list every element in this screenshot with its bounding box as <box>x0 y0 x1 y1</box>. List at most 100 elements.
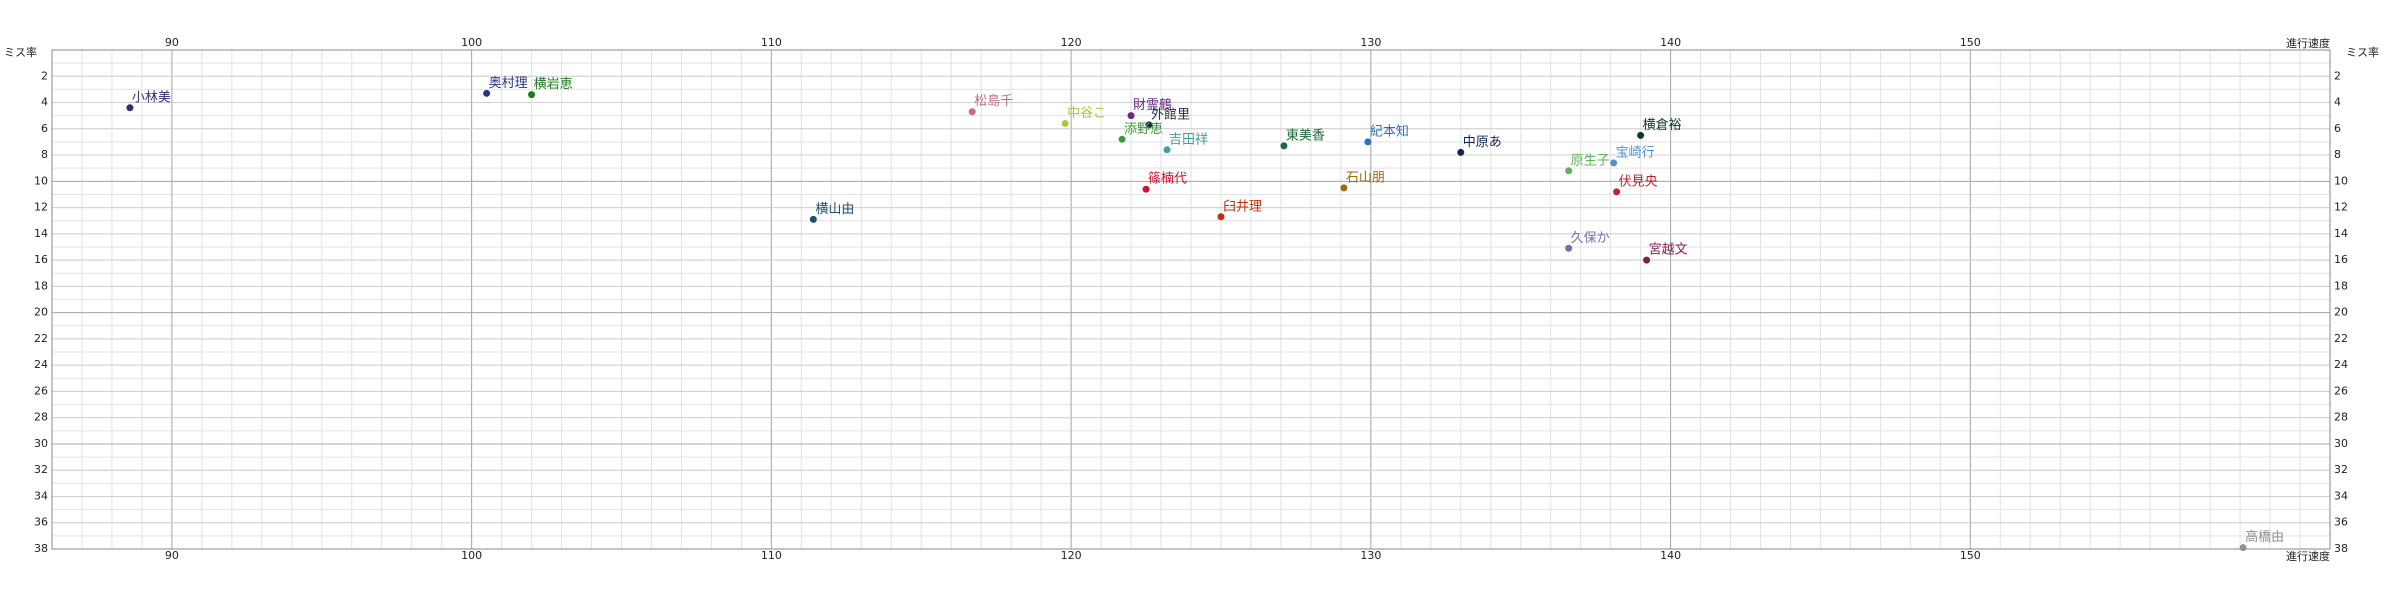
point-label: 外館里 <box>1151 107 1190 122</box>
x-tick-label: 110 <box>761 549 782 562</box>
data-point <box>1127 112 1135 120</box>
data-point <box>809 215 817 223</box>
x-tick-label: 120 <box>1061 36 1082 49</box>
x-tick-label: 130 <box>1360 36 1381 49</box>
y-tick-label: 8 <box>41 148 48 161</box>
data-point <box>1565 244 1573 252</box>
y-tick-label: 14 <box>2334 227 2348 240</box>
data-point <box>1613 188 1621 196</box>
point-label: 宝崎行 <box>1616 145 1655 160</box>
y-tick-label: 28 <box>34 411 48 424</box>
data-point <box>2239 544 2247 552</box>
point-label: 久保か <box>1571 231 1610 246</box>
x-tick-label: 110 <box>761 36 782 49</box>
y-tick-label: 36 <box>2334 516 2348 529</box>
y-tick-label: 16 <box>2334 253 2348 266</box>
y-tick-label: 12 <box>34 201 48 214</box>
y-tick-label: 22 <box>34 332 48 345</box>
point-label: 紀本知 <box>1370 123 1409 139</box>
x-axis-label-top: 進行速度 <box>2286 36 2330 50</box>
y-tick-label: 36 <box>34 516 48 529</box>
data-point <box>1118 135 1126 143</box>
x-tick-label: 90 <box>165 36 179 49</box>
point-label: 財霊鶴 <box>1133 97 1172 113</box>
data-point <box>1280 142 1288 150</box>
data-point <box>1163 146 1171 154</box>
y-tick-label: 20 <box>2334 306 2348 319</box>
x-tick-label: 140 <box>1660 36 1681 49</box>
point-label: 横岩恵 <box>534 77 573 92</box>
x-tick-label: 140 <box>1660 549 1681 562</box>
data-point <box>528 91 536 99</box>
y-tick-label: 34 <box>34 489 48 502</box>
y-tick-label: 20 <box>34 306 48 319</box>
point-label: 篠楠代 <box>1148 172 1187 187</box>
data-point <box>1142 185 1150 193</box>
y-tick-label: 18 <box>34 279 48 292</box>
point-label: 添野恵 <box>1124 122 1163 137</box>
y-tick-label: 28 <box>2334 411 2348 424</box>
point-label: 伏見央 <box>1619 174 1658 189</box>
data-point <box>1565 167 1573 175</box>
plot-border <box>51 49 2331 550</box>
y-tick-label: 26 <box>34 384 48 397</box>
data-point <box>1145 121 1153 129</box>
y-tick-label: 10 <box>2334 174 2348 187</box>
data-point <box>968 108 976 116</box>
y-tick-label: 26 <box>2334 384 2348 397</box>
y-tick-label: 30 <box>2334 437 2348 450</box>
x-tick-label: 100 <box>461 36 482 49</box>
y-tick-label: 16 <box>34 253 48 266</box>
x-tick-label: 130 <box>1360 549 1381 562</box>
point-label: 中原あ <box>1463 135 1502 150</box>
point-label: 臼井理 <box>1223 199 1262 214</box>
y-tick-label: 8 <box>2334 148 2341 161</box>
x-tick-label: 90 <box>165 549 179 562</box>
y-tick-label: 4 <box>2334 96 2341 109</box>
y-tick-label: 6 <box>2334 122 2341 135</box>
x-axis-label: 進行速度 <box>2286 549 2330 563</box>
data-point <box>1217 213 1225 221</box>
y-tick-label: 38 <box>2334 542 2348 555</box>
point-label: 奥村理 <box>489 76 528 91</box>
x-tick-label: 150 <box>1960 549 1981 562</box>
point-label: 中谷こ <box>1067 106 1106 121</box>
y-tick-label: 32 <box>34 463 48 476</box>
x-tick-label: 120 <box>1061 549 1082 562</box>
y-tick-label: 6 <box>41 122 48 135</box>
point-label: 石山朋 <box>1346 170 1385 185</box>
y-tick-label: 12 <box>2334 201 2348 214</box>
data-point <box>1457 148 1465 156</box>
y-tick-label: 18 <box>2334 279 2348 292</box>
data-point <box>1061 120 1069 128</box>
data-point <box>1610 159 1618 167</box>
point-label: 宮越文 <box>1649 242 1688 258</box>
y-tick-label: 24 <box>2334 358 2348 371</box>
point-label: 松島千 <box>974 94 1013 109</box>
data-point <box>126 104 134 112</box>
y-tick-label: 24 <box>34 358 48 371</box>
point-label: 横倉裕 <box>1643 118 1682 133</box>
y-tick-label: 30 <box>34 437 48 450</box>
y-tick-label: 34 <box>2334 489 2348 502</box>
y-tick-label: 4 <box>41 96 48 109</box>
y-tick-label: 38 <box>34 542 48 555</box>
y-tick-label: 14 <box>34 227 48 240</box>
data-point <box>1643 256 1651 264</box>
y-tick-label: 2 <box>41 69 48 82</box>
point-label: 高橋由 <box>2245 529 2284 545</box>
y-axis-label: ミス率 <box>4 45 37 59</box>
point-label: 吉田祥 <box>1169 132 1208 147</box>
y-axis-label-right: ミス率 <box>2346 45 2379 59</box>
y-tick-label: 2 <box>2334 69 2341 82</box>
data-point <box>1340 184 1348 192</box>
point-label: 横山由 <box>815 202 854 217</box>
y-tick-label: 10 <box>34 174 48 187</box>
y-tick-label: 22 <box>2334 332 2348 345</box>
point-label: 原生子 <box>1571 153 1610 168</box>
data-point <box>1364 138 1372 146</box>
x-tick-label: 150 <box>1960 36 1981 49</box>
point-label: 東美香 <box>1286 127 1325 143</box>
data-point <box>483 89 491 97</box>
